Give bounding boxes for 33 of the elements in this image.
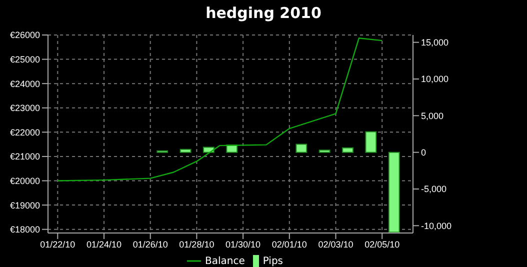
bar [365,131,377,153]
x-tick-label: 02/01/10 [272,239,307,250]
x-tick-label: 01/30/10 [226,239,261,250]
y-tick-label: €24000 [10,78,40,89]
y2-tick-label: 15,000 [421,38,449,48]
y-tick-label: €22000 [10,127,40,138]
y2-tick-label: -5,000 [421,184,447,194]
legend-label: Pips [262,255,284,267]
y-tick-label: €21000 [10,152,40,162]
bar [296,144,308,153]
x-tick-label: 02/03/10 [318,239,354,250]
x-tick-label: 01/28/10 [179,239,214,250]
x-tick-label: 01/26/10 [132,239,168,250]
bar [342,147,354,153]
chart-title: hedging 2010 [204,3,322,24]
line-series [57,38,383,182]
y2-tick-label: 0 [421,148,426,158]
y2-tick-label: 5,000 [421,110,444,121]
bar [318,150,330,153]
y2-tick-label: 10,000 [421,74,449,84]
x-tick-label: 01/24/10 [86,239,122,250]
legend-label: Balance [204,255,245,267]
bar [180,148,192,153]
y-tick-label: €18000 [10,224,40,235]
y-tick-label: €20000 [10,176,40,186]
y2-tick-label: -10,000 [421,220,452,231]
y-tick-label: €26000 [10,30,40,40]
x-tick-label: 01/22/10 [40,239,76,250]
y-tick-label: €25000 [10,54,40,64]
y-tick-label: €19000 [10,200,40,210]
y-tick-label: €23000 [10,103,40,114]
bar [388,152,400,233]
x-tick-label: 02/05/10 [364,239,400,250]
